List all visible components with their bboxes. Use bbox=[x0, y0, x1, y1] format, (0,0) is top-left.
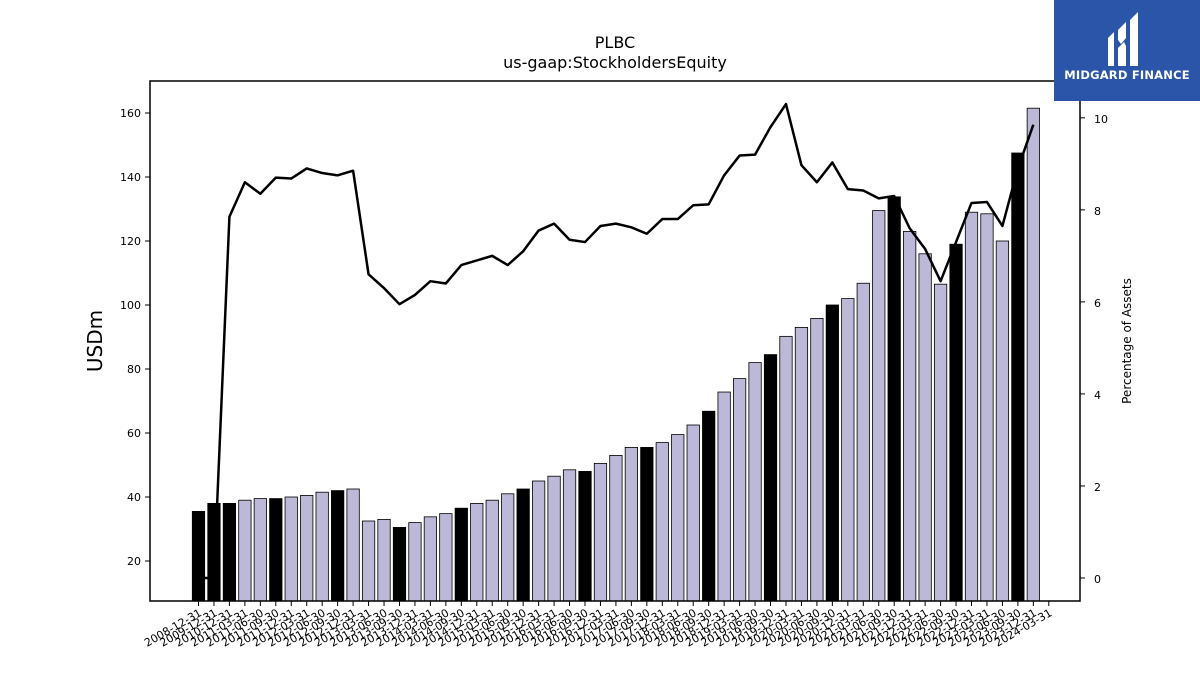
bar-2022-06-30 bbox=[933, 283, 948, 602]
bar-2021-03-31 bbox=[856, 282, 870, 602]
bar-2022-03-31 bbox=[918, 253, 932, 602]
bar-2015-09-30 bbox=[516, 488, 530, 602]
brand-name: MIDGARD FINANCE bbox=[1064, 68, 1190, 82]
bar-2021-06-30 bbox=[872, 210, 886, 602]
bar-2019-03-31 bbox=[733, 378, 747, 602]
midgard-logo-icon bbox=[1108, 12, 1138, 66]
bar-2017-09-30 bbox=[640, 446, 654, 602]
bar-2023-03-31 bbox=[980, 213, 994, 602]
y-tick-label: 140 bbox=[120, 171, 141, 184]
plot-frame bbox=[149, 80, 1081, 602]
bar-2015-06-30 bbox=[501, 493, 515, 602]
bar-2014-03-31 bbox=[423, 516, 438, 602]
brand-logo: MIDGARD FINANCE bbox=[1054, 0, 1200, 101]
y2-tick-label: 2 bbox=[1094, 481, 1101, 494]
bar-2014-06-30 bbox=[439, 513, 453, 602]
chart-title: PLBC bbox=[595, 33, 635, 52]
bar-2011-12-31 bbox=[284, 496, 298, 602]
bar-2021-12-31 bbox=[903, 230, 917, 602]
y-tick-label: 40 bbox=[127, 491, 141, 504]
y2-tick-label: 6 bbox=[1094, 297, 1101, 310]
y-tick-label: 20 bbox=[127, 555, 141, 568]
y-axis-left: 20 40 60 80 100 120 140 160 bbox=[120, 107, 150, 568]
y2-tick-label: 4 bbox=[1094, 389, 1101, 402]
y-tick-label: 160 bbox=[120, 107, 141, 120]
x-axis: 2008-12-312009-12-312010-12-312011-03-31… bbox=[142, 601, 1054, 650]
bar-2017-06-30 bbox=[624, 446, 638, 602]
bar-2021-09-30 bbox=[887, 196, 901, 602]
percentage-of-assets-line bbox=[198, 102, 1035, 580]
y-tick-label: 100 bbox=[120, 299, 141, 312]
bar-2018-12-31 bbox=[717, 391, 731, 602]
y2-tick-label: 0 bbox=[1094, 573, 1101, 586]
bar-2011-09-30 bbox=[269, 498, 283, 602]
bar-2011-03-31 bbox=[238, 499, 252, 602]
y2-tick-label: 8 bbox=[1094, 205, 1101, 218]
bar-2020-09-30 bbox=[825, 304, 839, 602]
y-tick-label: 120 bbox=[120, 235, 141, 248]
y-axis-right: 0 2 4 6 8 10 bbox=[1080, 113, 1108, 586]
bar-2014-09-30 bbox=[454, 507, 468, 602]
bar-2017-03-31 bbox=[609, 454, 623, 602]
y-tick-label: 60 bbox=[127, 427, 141, 440]
bar-2023-12-31 bbox=[1026, 107, 1040, 602]
bar-2023-06-30 bbox=[995, 240, 1010, 602]
bar-2013-06-30 bbox=[377, 519, 391, 602]
y-axis-label: USDm bbox=[83, 310, 107, 372]
bar-2018-06-30 bbox=[686, 424, 700, 602]
bar-2015-03-31 bbox=[485, 499, 499, 602]
bar-2013-03-31 bbox=[361, 520, 376, 602]
bar-2012-03-31 bbox=[300, 494, 314, 602]
bar-2017-12-31 bbox=[655, 442, 669, 602]
bar-2016-03-31 bbox=[547, 475, 561, 602]
bars bbox=[191, 107, 1040, 602]
bar-2018-09-30 bbox=[702, 410, 716, 602]
bar-2016-09-30 bbox=[578, 470, 592, 602]
bar-2018-03-31 bbox=[671, 434, 685, 602]
bar-2008-12-31 bbox=[191, 510, 206, 602]
bar-2012-12-31 bbox=[346, 488, 360, 602]
bar-2020-12-31 bbox=[841, 298, 855, 602]
bar-2016-06-30 bbox=[562, 469, 577, 602]
bar-2022-12-31 bbox=[964, 211, 979, 602]
bar-2019-12-31 bbox=[779, 335, 793, 602]
y-tick-label: 80 bbox=[127, 363, 141, 376]
bar-2020-06-30 bbox=[810, 318, 824, 602]
bar-2016-12-31 bbox=[593, 462, 608, 602]
line-layer bbox=[198, 102, 1035, 580]
bar-2023-09-30 bbox=[1011, 152, 1025, 602]
bar-2020-03-31 bbox=[794, 326, 809, 602]
chart-subtitle: us-gaap:StockholdersEquity bbox=[503, 53, 727, 72]
y2-tick-label: 10 bbox=[1094, 113, 1108, 126]
bar-2019-09-30 bbox=[763, 354, 778, 602]
bar-2014-12-31 bbox=[470, 502, 484, 602]
bar-2011-06-30 bbox=[253, 498, 267, 602]
bar-2010-12-31 bbox=[222, 502, 237, 602]
y2-axis-label: Percentage of Assets bbox=[1120, 278, 1134, 404]
bar-2013-09-30 bbox=[392, 527, 407, 602]
bar-2013-12-31 bbox=[408, 522, 422, 602]
bar-2015-12-31 bbox=[532, 480, 546, 602]
bar-2012-09-30 bbox=[331, 490, 345, 602]
bar-2022-09-30 bbox=[949, 243, 963, 602]
bar-2012-06-30 bbox=[315, 491, 329, 602]
bar-2019-06-30 bbox=[748, 362, 762, 602]
